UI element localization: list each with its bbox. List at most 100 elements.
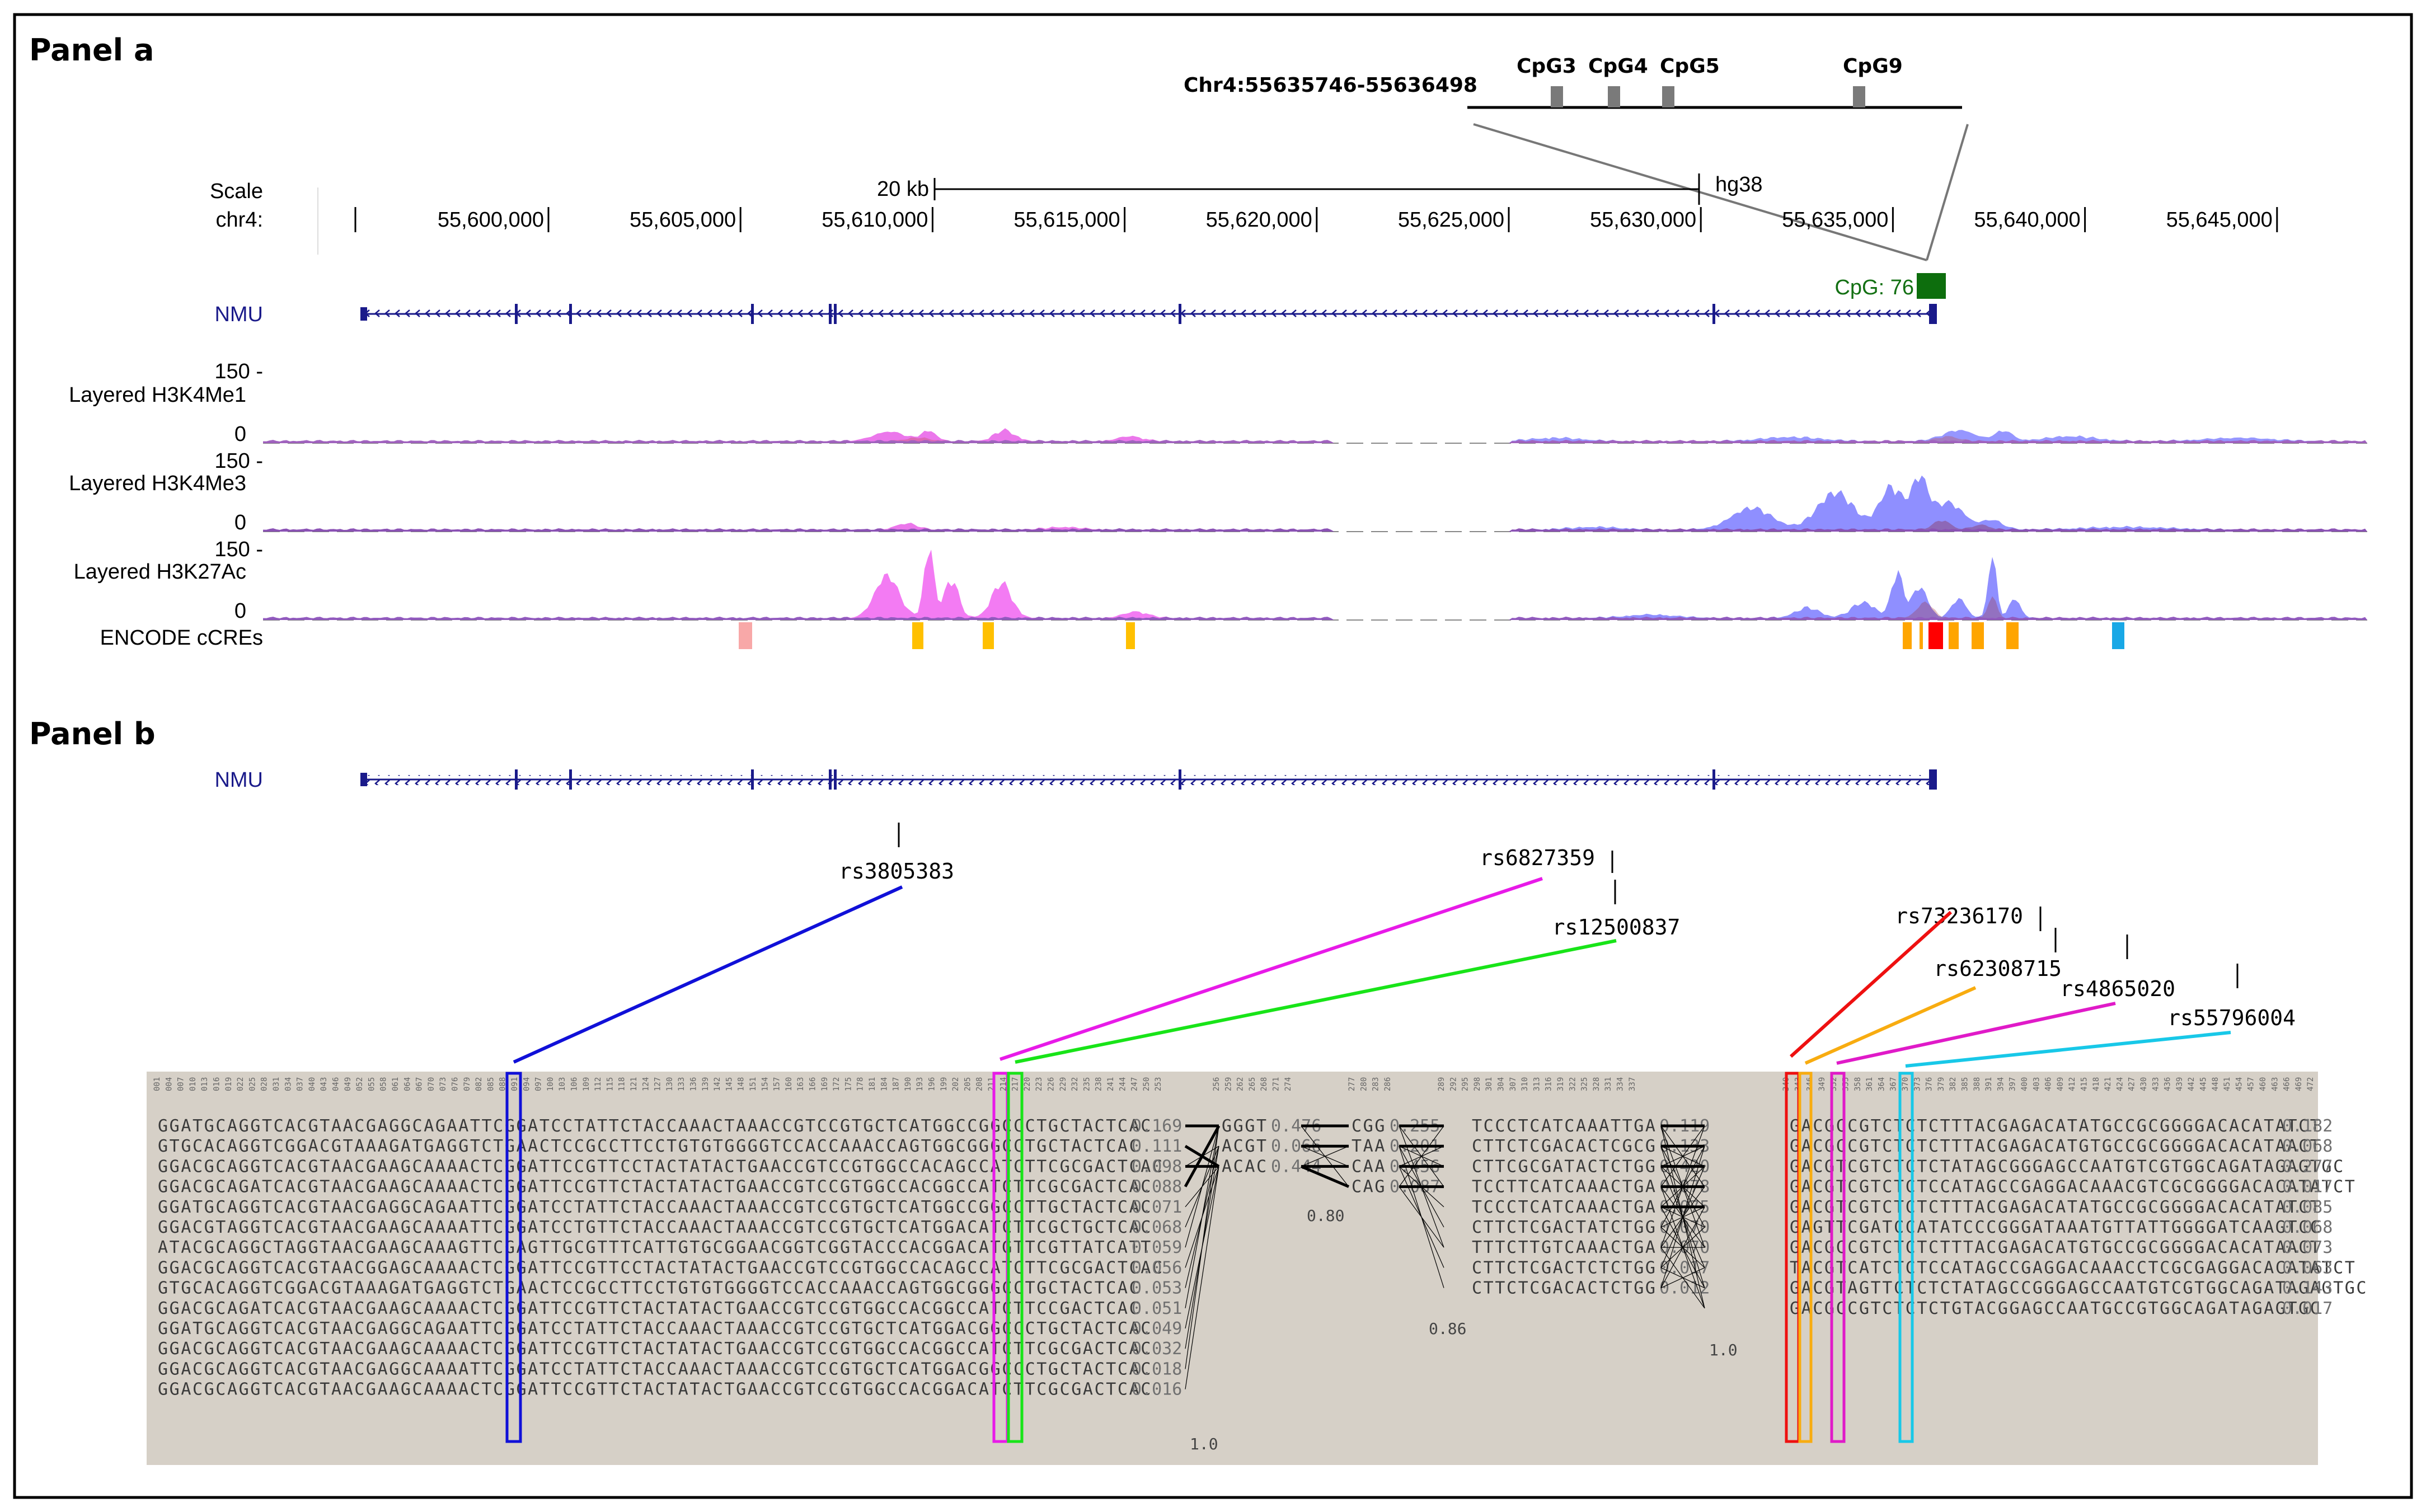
ccre [2006,622,2019,649]
marker-index: 442 [2187,1077,2196,1091]
marker-index: 397 [2009,1077,2017,1091]
marker-index: 262 [1236,1077,1245,1091]
haplotype-sequence: GGACGTAGGTCACGTAACGAAGCAAAATTCGGATCCTGTT… [158,1218,1152,1237]
marker-index-header: 001 004 007 010 013 016 019 022 025 028 031 034 037 0… [153,1077,2315,1091]
dprime-block-4: 1.0 [1709,1341,1738,1359]
ccre [739,622,752,649]
zoom-line-left [1473,123,1927,261]
haplotype-sequence: CAA [1352,1157,1386,1176]
track-name: Layered H3K27Ac [74,560,246,584]
haplotype-sequence: GACGTAGTTCTCTCTATAGCCGGGAGCCAATGTCGTGGCA… [1790,1279,2368,1298]
marker-index: 064 [403,1077,412,1091]
marker-index: 058 [379,1077,388,1091]
marker-index: 103 [558,1077,567,1091]
marker-index: 199 [940,1077,949,1091]
marker-index: 214 [999,1077,1008,1091]
marker-index: 292 [1449,1077,1458,1091]
haplotype-sequence: CAG [1352,1177,1386,1197]
marker-index: 310 [1521,1077,1529,1091]
snp-rs12500837: rs12500837 [1552,915,1681,940]
haplotype-sequence: TAA [1352,1137,1386,1156]
haplotype-block-5: GACGCCGTCTCTCTTTACGAGACATATGCCGCGGGGACAC… [1790,1116,2368,1318]
coordinate-tick-label: 55,635,000 [1782,208,1888,232]
highlight-rs3805383 [505,1072,522,1443]
ccre [1903,622,1912,649]
marker-index: 160 [785,1077,794,1091]
marker-index: 178 [856,1077,865,1091]
haplotype-frequency: 0.085 [2282,1198,2333,1217]
haplotype-sequence: CTTCTCGACTCTCTGG [1472,1258,1657,1278]
exon [834,304,837,324]
marker-index: 166 [809,1077,818,1091]
exon [1712,304,1715,324]
haplotype-panel [147,1072,2318,1465]
marker-index: 034 [284,1077,293,1091]
snp-rs6827359: rs6827359 [1480,846,1595,870]
marker-index: 187 [892,1077,901,1091]
coordinate-tick-label: 55,630,000 [1590,208,1696,232]
marker-index: 247 [1130,1077,1139,1091]
exon [1179,769,1181,790]
cpg4-label: CpG4 [1588,55,1648,78]
ccre-label: ENCODE cCREs [100,626,263,650]
transition-line [1185,1166,1219,1389]
marker-index: 259 [1224,1077,1233,1091]
marker-index: 076 [451,1077,460,1091]
marker-index: 151 [749,1077,758,1091]
dprime-block-2: 0.80 [1307,1206,1344,1225]
panel-b: Panel b NMU rs3805383 rs6827359 rs125008… [29,716,2368,1465]
marker-index: 271 [1272,1077,1281,1091]
marker-index: 244 [1118,1077,1127,1091]
haplotype-frequency: 0.063 [2282,1258,2333,1278]
marker-index: 031 [272,1077,281,1091]
marker-index: 049 [344,1077,353,1091]
marker-index: 019 [224,1077,233,1091]
marker-index: 298 [1473,1077,1482,1091]
snp-highlight-boxes [505,1072,1914,1443]
connector-rs6827359 [1000,877,1543,1061]
marker-index: 364 [1877,1077,1886,1091]
ccre-track [739,622,2124,649]
panel-a-label: Panel a [29,32,154,68]
haplotype-sequence: GGACGCAGATCACGTAACGAAGCAAAACTCGGATTCCGTT… [158,1299,1141,1318]
marker-index: 376 [1925,1077,1934,1091]
cpg-island-box [1917,273,1946,299]
marker-index: 325 [1580,1077,1589,1091]
signal-h3k4me3 [263,475,2367,532]
marker-index: 460 [2259,1077,2268,1091]
snp-rs4865020: rs4865020 [2060,976,2175,1001]
cpg4-site [1608,86,1620,107]
track-min-label: 0 [234,511,246,534]
snp-markers: rs3805383 rs6827359 rs12500837 rs7323617… [839,823,2296,1030]
haplotype-frequency: 0.068 [2282,1218,2333,1237]
marker-index: 349 [1818,1077,1827,1091]
marker-index: 022 [236,1077,245,1091]
cpg3-site [1551,86,1563,107]
haplotype-sequence: GGATGCAGGTCACGTAACGAGGCAGAATTCGGATCCTATT… [158,1116,1152,1136]
marker-index: 337 [1628,1077,1637,1091]
marker-index: 202 [951,1077,960,1091]
haplotype-sequence: GTGCACAGGTCGGACGTAAAGATGAGGTCTGAACTCCGCC… [158,1137,1141,1156]
dprime-block-3: 0.86 [1429,1320,1466,1338]
marker-index: 001 [153,1077,162,1091]
marker-index: 235 [1082,1077,1091,1091]
exon [569,304,572,324]
marker-index: 073 [439,1077,448,1091]
highlight-rs12500837 [1007,1072,1024,1443]
marker-index: 388 [1973,1077,1982,1091]
haplotype-sequence: TCCCTCATCAAACTGA [1472,1198,1657,1217]
marker-index: 208 [975,1077,984,1091]
marker-index: 028 [260,1077,269,1091]
snp-connector-lines [513,877,2231,1068]
connector-rs3805383 [513,885,903,1064]
marker-index: 097 [534,1077,543,1091]
haplotype-frequency: 0.182 [2282,1116,2333,1136]
haplotype-frequency: 0.143 [2282,1279,2333,1298]
marker-index: 037 [296,1077,305,1091]
haplotype-sequence: GACGTCGTCTCTCTATAGCGGGAGCCAATGTCGTGGCAGA… [1790,1157,2345,1176]
marker-index: 313 [1532,1077,1541,1091]
marker-index: 193 [916,1077,925,1091]
haplotype-sequence: GGATGCAGGTCACGTAACGAGGCAGAATTCGGATCCTATT… [158,1198,1152,1217]
track-h3k4me3: 150 - Layered H3K4Me3 0 [69,449,2367,534]
marker-index: 466 [2283,1077,2292,1091]
